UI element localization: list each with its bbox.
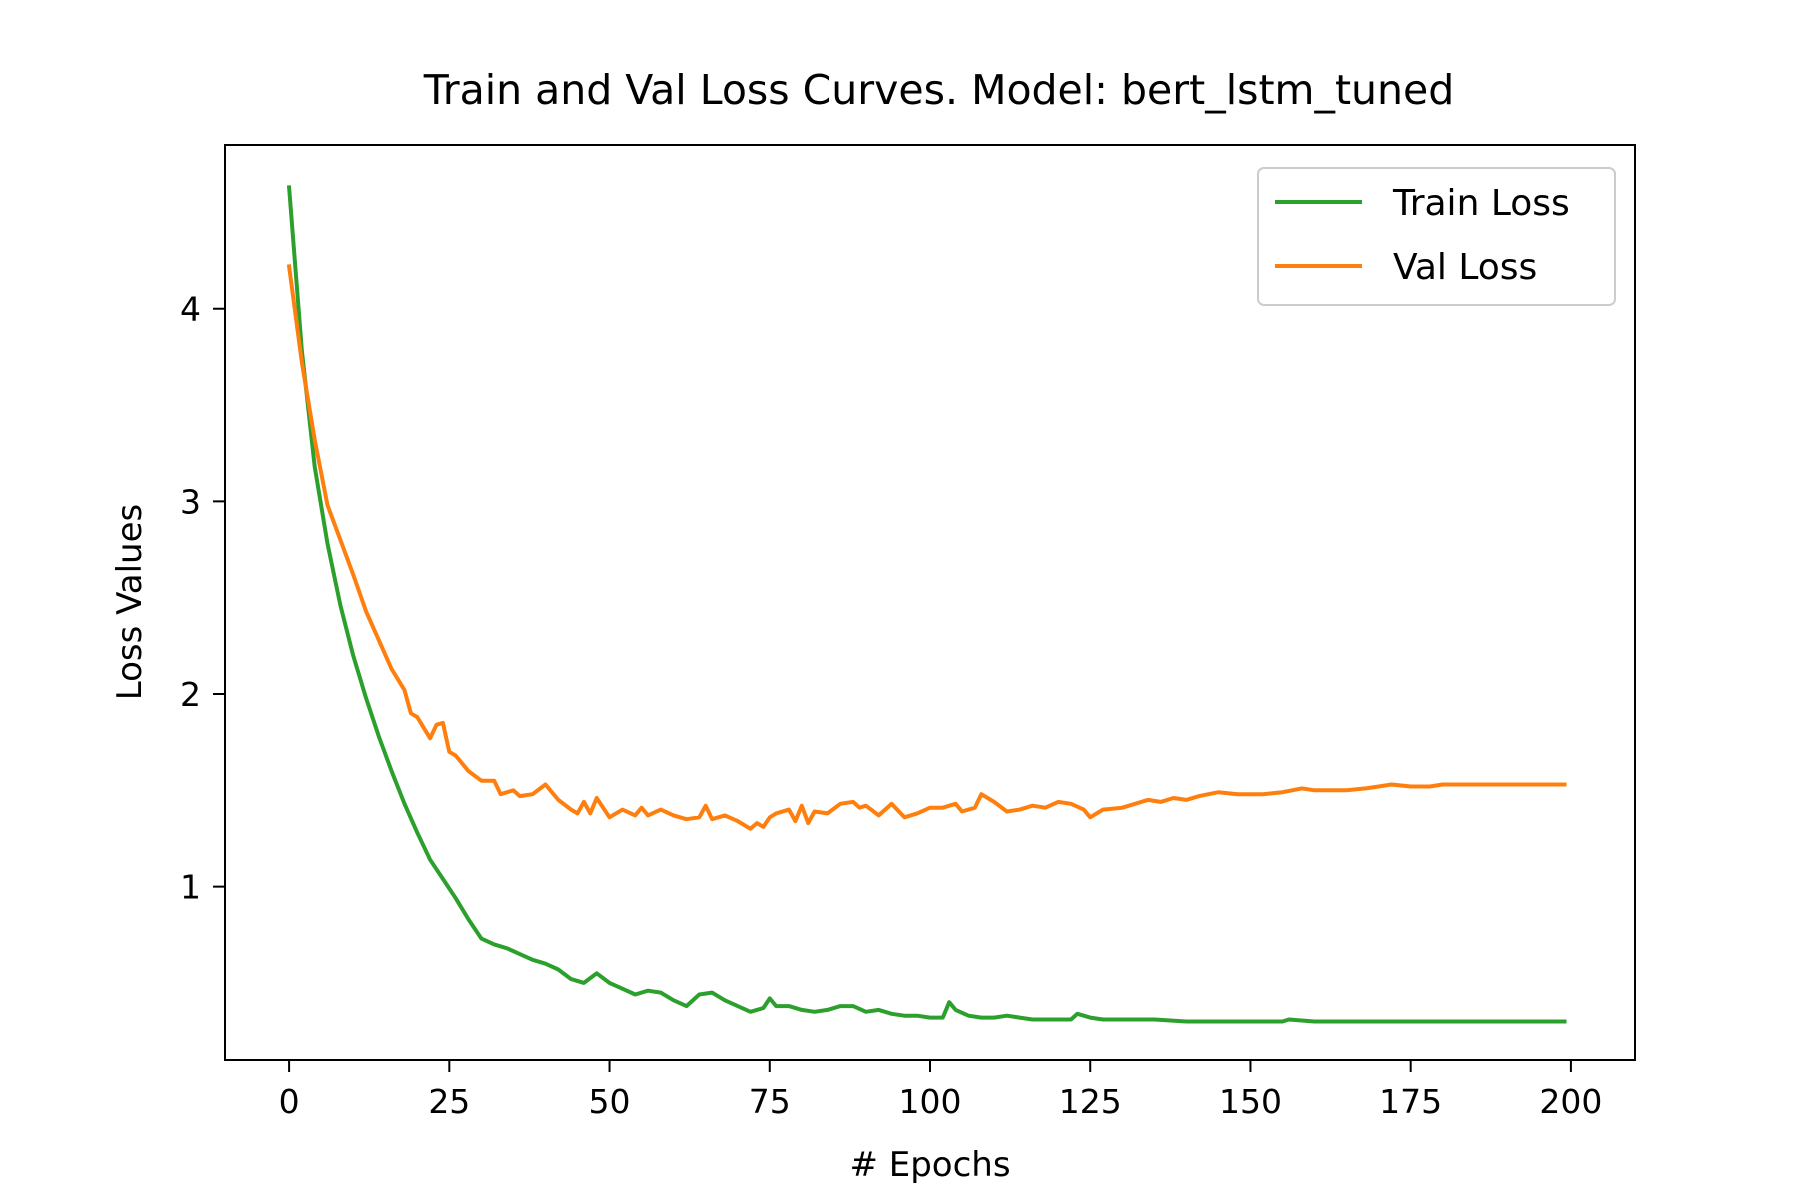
- y-tick-label: 3: [180, 482, 201, 521]
- x-tick-label: 75: [749, 1082, 791, 1121]
- x-axis: 0 25 50 75 100 125 150 175 200: [279, 1060, 1602, 1121]
- chart-title: Train and Val Loss Curves. Model: bert_l…: [423, 66, 1455, 114]
- y-tick-label: 2: [180, 675, 201, 714]
- legend: Train Loss Val Loss: [1257, 167, 1616, 306]
- x-tick-label: 0: [279, 1082, 300, 1121]
- legend-label-train-loss: Train Loss: [1392, 183, 1570, 224]
- x-tick-label: 200: [1539, 1082, 1602, 1121]
- x-tick-label: 125: [1059, 1082, 1122, 1121]
- legend-label-val-loss: Val Loss: [1393, 247, 1537, 288]
- x-tick-label: 25: [428, 1082, 470, 1121]
- y-axis-label: Loss Values: [110, 504, 150, 700]
- x-axis-label: # Epochs: [849, 1145, 1010, 1185]
- plot-area: [286, 185, 1567, 1024]
- y-tick-label: 4: [180, 290, 201, 329]
- series-line-val-loss: [286, 264, 1567, 831]
- series-line-train-loss: [286, 185, 1567, 1024]
- x-tick-label: 150: [1219, 1082, 1282, 1121]
- x-tick-label: 175: [1379, 1082, 1442, 1121]
- x-tick-label: 50: [589, 1082, 631, 1121]
- y-axis: 1 2 3 4: [180, 290, 225, 907]
- y-tick-label: 1: [180, 868, 201, 907]
- x-tick-label: 100: [899, 1082, 962, 1121]
